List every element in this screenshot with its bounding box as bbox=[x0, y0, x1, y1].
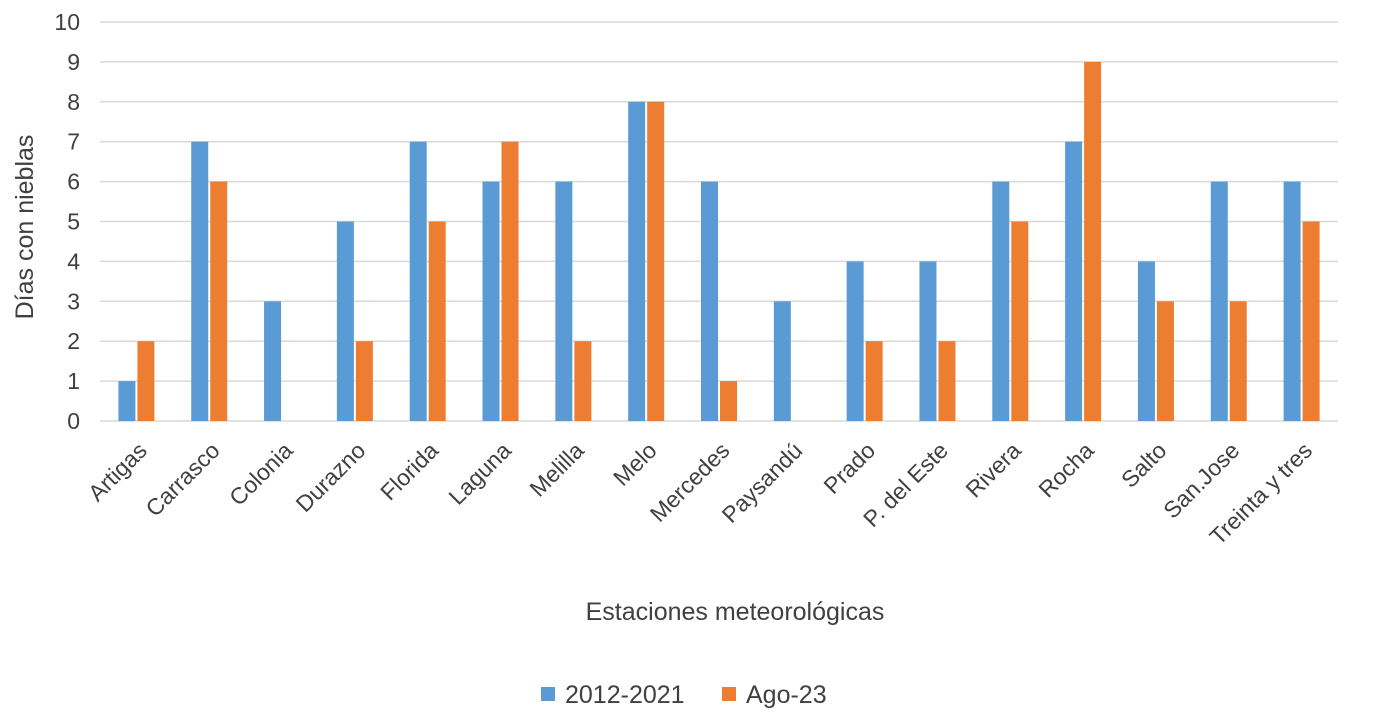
x-tick-label: Colonia bbox=[224, 437, 298, 511]
bar-series2-3 bbox=[355, 341, 373, 421]
bar-series2-1 bbox=[210, 181, 228, 421]
bar-series1-12 bbox=[992, 181, 1010, 421]
bar-series1-3 bbox=[336, 221, 354, 421]
x-tick-label: Rocha bbox=[1033, 437, 1099, 503]
bar-series2-5 bbox=[501, 141, 519, 421]
bar-series2-6 bbox=[574, 341, 592, 421]
bar-series1-1 bbox=[191, 141, 209, 421]
bar-series1-2 bbox=[264, 301, 282, 421]
bar-series2-0 bbox=[137, 341, 155, 421]
bars bbox=[118, 61, 1320, 422]
y-tick-label: 8 bbox=[67, 89, 80, 115]
bar-series1-9 bbox=[773, 301, 791, 421]
x-tick-label: Durazno bbox=[291, 437, 371, 517]
bar-series1-5 bbox=[482, 181, 500, 421]
legend-label-1: 2012-2021 bbox=[565, 681, 685, 709]
legend-label-2: Ago-23 bbox=[746, 681, 827, 709]
y-tick-label: 2 bbox=[67, 328, 80, 354]
bar-series2-14 bbox=[1156, 301, 1174, 421]
bar-series2-10 bbox=[865, 341, 883, 421]
y-tick-label: 0 bbox=[67, 408, 80, 434]
bar-series2-16 bbox=[1302, 221, 1320, 421]
x-tick-label: Artigas bbox=[83, 437, 152, 506]
y-tick-label: 3 bbox=[67, 288, 80, 314]
bar-series1-16 bbox=[1283, 181, 1301, 421]
bar-series1-8 bbox=[701, 181, 718, 421]
gridlines bbox=[100, 21, 1338, 422]
y-tick-label: 9 bbox=[67, 49, 80, 75]
x-tick-label: Laguna bbox=[443, 437, 516, 510]
bar-series2-4 bbox=[428, 221, 446, 421]
y-tick-label: 4 bbox=[67, 248, 80, 274]
bar-series2-12 bbox=[1011, 221, 1029, 421]
bar-series2-11 bbox=[938, 341, 956, 421]
y-tick-label: 10 bbox=[54, 9, 80, 35]
x-tick-label: Melilla bbox=[524, 437, 589, 502]
bar-series1-14 bbox=[1137, 261, 1155, 421]
bar-series2-8 bbox=[720, 381, 737, 421]
bar-series1-15 bbox=[1210, 181, 1228, 421]
bar-series2-15 bbox=[1229, 301, 1247, 421]
legend-swatch-2 bbox=[722, 687, 736, 701]
bar-series1-6 bbox=[555, 181, 573, 421]
bar-series2-7 bbox=[647, 101, 665, 422]
bar-series1-10 bbox=[846, 261, 864, 421]
x-tick-label: Prado bbox=[818, 437, 880, 499]
x-tick-label: Rivera bbox=[960, 437, 1026, 503]
bar-series1-11 bbox=[919, 261, 937, 421]
bar-series1-13 bbox=[1065, 141, 1083, 421]
bar-series1-4 bbox=[409, 141, 427, 421]
y-tick-label: 7 bbox=[67, 129, 80, 155]
bar-series2-13 bbox=[1084, 61, 1102, 422]
x-tick-label: Melo bbox=[608, 437, 662, 491]
x-tick-label: Carrasco bbox=[140, 437, 224, 521]
bar-series1-7 bbox=[628, 101, 646, 422]
legend: 2012-2021 Ago-23 bbox=[541, 681, 827, 709]
y-tick-label: 5 bbox=[67, 209, 80, 235]
x-tick-label: Florida bbox=[375, 437, 443, 505]
y-tick-label: 6 bbox=[67, 169, 80, 195]
bar-series1-0 bbox=[118, 381, 136, 421]
y-axis-title: Días con nieblas bbox=[11, 135, 39, 320]
x-axis-title: Estaciones meteorológicas bbox=[586, 598, 885, 626]
y-tick-label: 1 bbox=[67, 368, 80, 394]
legend-swatch-1 bbox=[541, 687, 555, 701]
x-tick-label: Paysandú bbox=[717, 437, 808, 528]
x-tick-label: Salto bbox=[1116, 437, 1171, 492]
y-axis-ticks: 0 1 2 3 4 5 6 7 8 9 10 bbox=[54, 9, 80, 434]
